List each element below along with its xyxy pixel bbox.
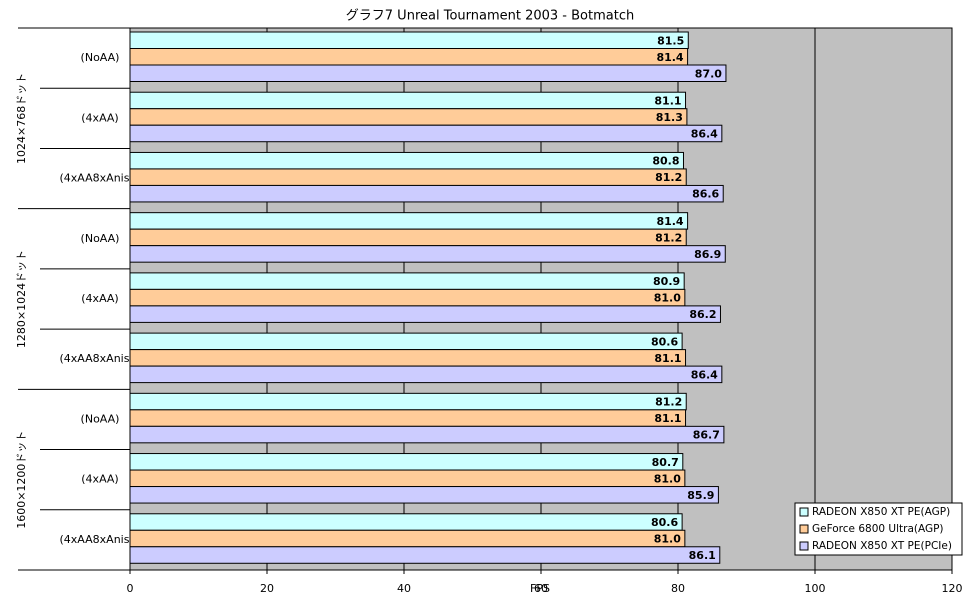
bar bbox=[129, 349, 687, 367]
bar bbox=[129, 184, 724, 203]
value-label: 81.2 bbox=[655, 231, 682, 244]
group-label: 1600×1200ドット bbox=[15, 431, 28, 529]
y-tick-label: (NoAA) bbox=[81, 51, 120, 64]
bar bbox=[129, 469, 686, 488]
x-tick-label: 60 bbox=[534, 582, 548, 595]
chart-title: グラフ7 Unreal Tournament 2003 - Botmatch bbox=[346, 9, 634, 24]
bar bbox=[129, 64, 727, 82]
value-label: 86.4 bbox=[691, 127, 718, 140]
bar bbox=[129, 151, 684, 170]
bar bbox=[129, 529, 686, 548]
bar bbox=[129, 228, 687, 247]
y-tick-label: (4xAA8xAniso) bbox=[60, 533, 141, 546]
y-tick-label: (NoAA) bbox=[81, 232, 120, 245]
value-label: 80.6 bbox=[651, 516, 678, 529]
legend-label: RADEON X850 XT PE(AGP) bbox=[812, 506, 950, 518]
x-tick-label: 40 bbox=[397, 582, 411, 595]
value-label: 86.7 bbox=[693, 429, 720, 442]
value-label: 80.7 bbox=[652, 456, 679, 469]
x-tick-label: 20 bbox=[260, 582, 274, 595]
bar bbox=[129, 486, 719, 504]
bar bbox=[129, 453, 684, 471]
x-tick-label: 80 bbox=[671, 582, 685, 595]
value-label: 81.2 bbox=[655, 396, 682, 409]
value-label: 81.4 bbox=[656, 51, 683, 64]
y-tick-label: (NoAA) bbox=[81, 412, 120, 425]
bar bbox=[129, 272, 685, 290]
value-label: 86.2 bbox=[689, 308, 716, 321]
bar bbox=[129, 31, 689, 49]
value-label: 86.4 bbox=[691, 368, 718, 381]
y-tick-label: (4xAA) bbox=[81, 292, 118, 305]
value-label: 81.0 bbox=[654, 292, 681, 305]
group-label: 1280×1024ドット bbox=[15, 250, 28, 348]
bar bbox=[129, 365, 723, 384]
value-label: 85.9 bbox=[687, 489, 714, 502]
value-label: 80.6 bbox=[651, 335, 678, 348]
value-label: 81.5 bbox=[657, 34, 684, 47]
bar bbox=[129, 168, 687, 186]
y-tick-label: (4xAA8xAniso) bbox=[60, 172, 141, 185]
y-tick-label: (4xAA) bbox=[81, 111, 118, 124]
bar bbox=[129, 108, 688, 126]
x-tick-label: 0 bbox=[127, 582, 134, 595]
legend-label: GeForce 6800 Ultra(AGP) bbox=[812, 523, 944, 535]
bar bbox=[129, 546, 721, 564]
value-label: 86.6 bbox=[692, 188, 719, 201]
legend-box bbox=[794, 502, 963, 556]
value-label: 87.0 bbox=[695, 67, 722, 80]
x-axis-title: FPS bbox=[530, 582, 550, 595]
value-label: 80.8 bbox=[652, 155, 679, 168]
bar bbox=[129, 212, 689, 230]
bar bbox=[129, 392, 687, 411]
group-label: 1024×768ドット bbox=[15, 73, 28, 164]
legend-swatch bbox=[799, 524, 809, 534]
value-label: 81.4 bbox=[656, 215, 683, 228]
value-label: 81.2 bbox=[655, 171, 682, 184]
y-tick-label: (4xAA8xAniso) bbox=[60, 352, 141, 365]
value-label: 80.9 bbox=[653, 275, 680, 288]
bar bbox=[129, 245, 726, 263]
bar bbox=[129, 332, 683, 351]
bar bbox=[129, 288, 686, 307]
y-tick-label: (4xAA) bbox=[81, 473, 118, 486]
value-label: 81.0 bbox=[654, 533, 681, 546]
bar bbox=[129, 124, 723, 143]
legend-swatch bbox=[799, 507, 809, 517]
bar bbox=[129, 513, 683, 531]
x-tick-label: 100 bbox=[805, 582, 826, 595]
bar bbox=[129, 409, 687, 427]
bar bbox=[129, 48, 689, 66]
value-label: 81.1 bbox=[654, 352, 681, 365]
value-label: 81.3 bbox=[656, 111, 683, 124]
value-label: 86.9 bbox=[694, 248, 721, 261]
legend-label: RADEON X850 XT PE(PCIe) bbox=[812, 540, 952, 552]
bar bbox=[129, 425, 725, 444]
value-label: 81.0 bbox=[654, 472, 681, 485]
x-tick-label: 120 bbox=[942, 582, 963, 595]
bar bbox=[129, 91, 687, 110]
value-label: 81.1 bbox=[654, 412, 681, 425]
value-label: 81.1 bbox=[654, 94, 681, 107]
bar bbox=[129, 305, 721, 323]
legend-swatch bbox=[799, 541, 809, 551]
value-label: 86.1 bbox=[689, 549, 716, 562]
